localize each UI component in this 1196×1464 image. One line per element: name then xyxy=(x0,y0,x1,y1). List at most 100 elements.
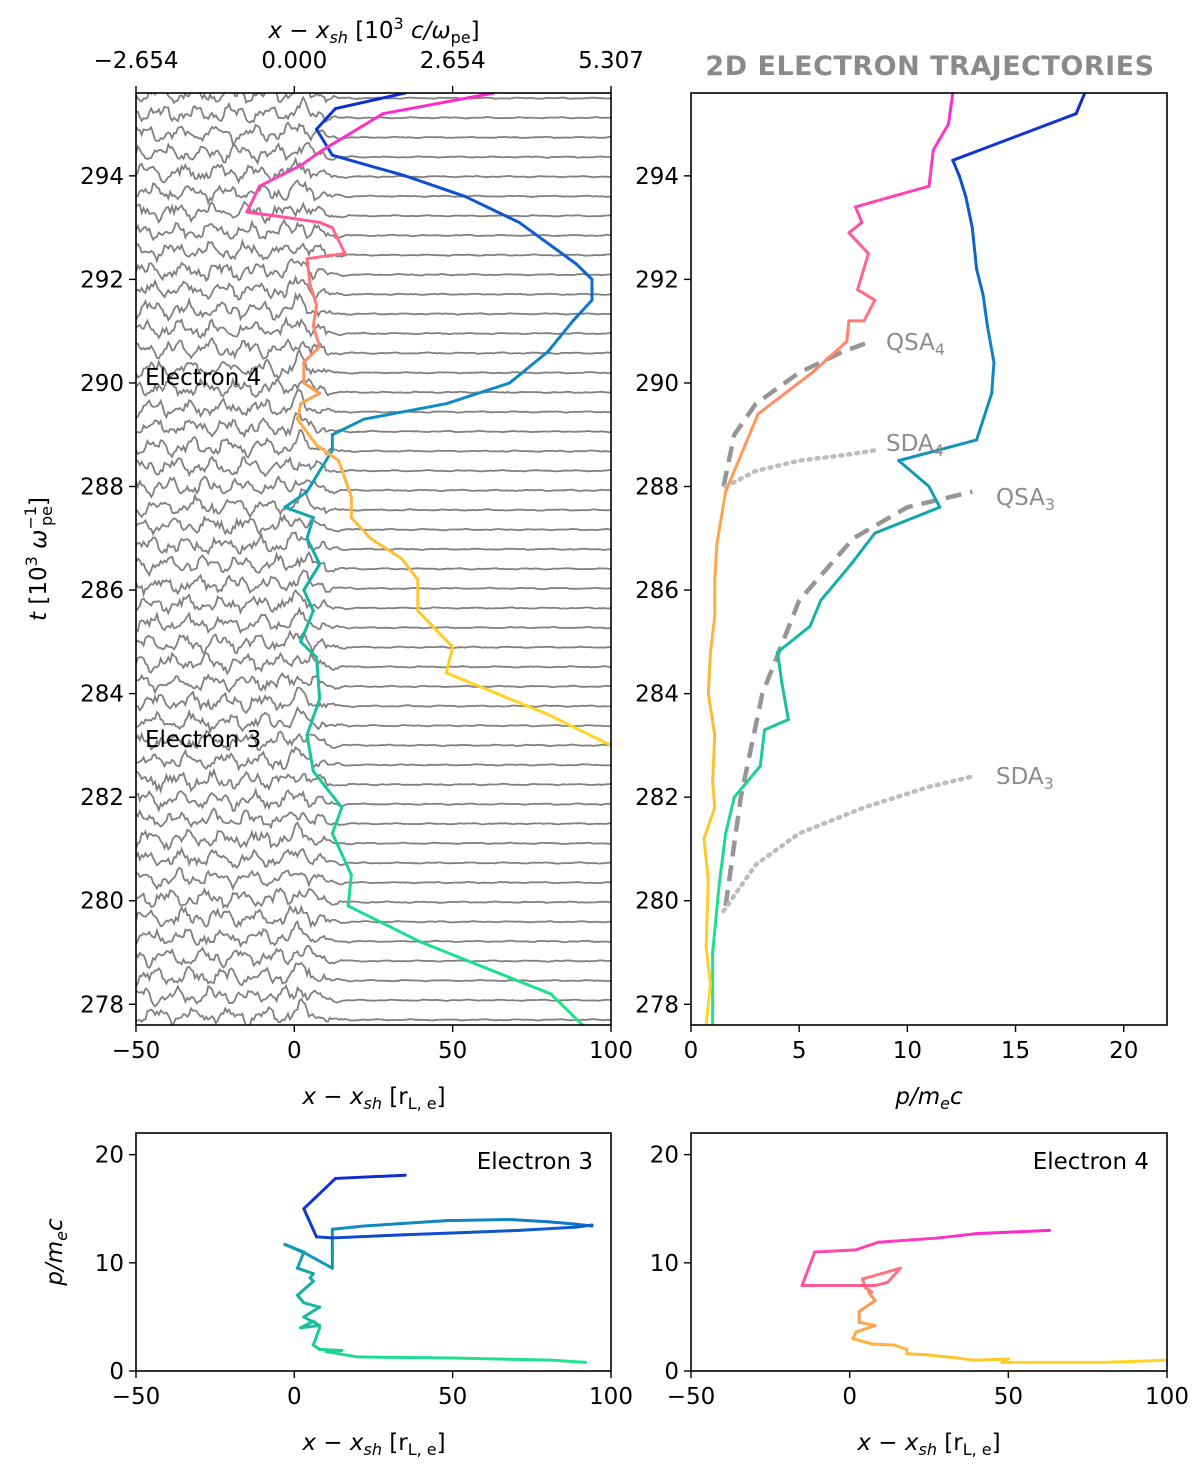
series-segment xyxy=(704,878,710,949)
series-segment xyxy=(704,982,712,1025)
series-segment xyxy=(853,205,864,224)
series-segment xyxy=(713,541,719,582)
series-segment xyxy=(416,609,455,649)
series-segment xyxy=(349,516,372,540)
x-tick-label: 5 xyxy=(792,1038,807,1064)
series-segment xyxy=(724,448,745,494)
series-segment xyxy=(258,163,303,188)
series-segment xyxy=(334,93,407,111)
field-profile xyxy=(136,429,611,459)
series-segment xyxy=(302,1315,322,1328)
x-tick-label: 0 xyxy=(684,1038,699,1064)
field-profile xyxy=(136,846,611,870)
series-segment xyxy=(708,614,717,654)
series-segment xyxy=(403,1231,467,1237)
x-tick-label: −50 xyxy=(112,1384,161,1410)
series-segment xyxy=(857,1299,877,1313)
series-segment xyxy=(302,562,322,592)
series-segment xyxy=(302,588,315,613)
y-tick-label: 0 xyxy=(109,1359,124,1385)
field-profile xyxy=(136,409,611,439)
x-tick-label: 50 xyxy=(994,1384,1023,1410)
field-profile xyxy=(136,475,611,499)
series-segment xyxy=(463,1228,521,1235)
field-profile xyxy=(136,821,611,852)
series-segment xyxy=(311,1326,322,1347)
axis-ticks: 0 5 10 15 20 278 280 282 284 286 288 290 292 294 xyxy=(635,164,1138,1064)
field-profile xyxy=(136,156,611,185)
series-segment xyxy=(741,412,760,452)
field-profile xyxy=(136,487,611,519)
x-axis-label: x − xsh [rL, e] xyxy=(301,1084,445,1113)
y-tick-label: 0 xyxy=(664,1359,679,1385)
y-tick-label: 280 xyxy=(635,889,679,915)
series-segment xyxy=(346,873,353,908)
annotation-electron-4: Electron 4 xyxy=(145,365,261,391)
y-tick-label: 20 xyxy=(95,1143,124,1169)
series-segment xyxy=(546,319,575,354)
field-profile xyxy=(136,629,611,656)
series-segment xyxy=(302,1305,322,1319)
field-profile xyxy=(136,997,611,1025)
y-tick-label: 10 xyxy=(95,1251,124,1277)
field-profile xyxy=(136,589,611,616)
series-segment xyxy=(854,1324,877,1334)
field-profile xyxy=(136,919,611,948)
x-axis-label: x − xsh [rL, e] xyxy=(301,1430,445,1459)
series-segment xyxy=(702,806,717,841)
series-segment xyxy=(780,681,790,722)
series-segment xyxy=(758,728,767,768)
field-profile xyxy=(136,336,611,360)
field-profile xyxy=(136,179,611,206)
y-tick-label: 284 xyxy=(80,682,124,708)
panel-title: Electron 4 xyxy=(1033,1149,1149,1175)
field-profile xyxy=(136,984,611,1008)
series-segment xyxy=(931,122,950,152)
series-segment xyxy=(330,806,344,835)
field-profile xyxy=(136,389,611,420)
y-tick-label: 292 xyxy=(80,267,124,293)
series-segment xyxy=(296,1266,315,1276)
x-tick-label: 20 xyxy=(1109,1038,1138,1064)
series-segment xyxy=(311,324,322,349)
series-segment xyxy=(971,1357,1010,1362)
series-segment xyxy=(951,158,961,178)
series-segment xyxy=(856,252,870,292)
series-segment xyxy=(296,402,303,421)
series-segment xyxy=(305,448,334,494)
series-segment xyxy=(305,516,315,540)
model-curve xyxy=(721,339,872,487)
series-segment xyxy=(951,112,1078,162)
series-segment xyxy=(368,536,404,561)
x-tick-label: 0 xyxy=(287,1038,302,1064)
field-profile xyxy=(136,866,611,891)
series-segment xyxy=(571,298,594,323)
field-profile xyxy=(136,745,611,772)
phase-series xyxy=(283,1173,594,1364)
field-profile xyxy=(136,274,611,301)
series-segment xyxy=(283,215,322,224)
x-tick-label: 100 xyxy=(589,1038,633,1064)
y-tick-label: 282 xyxy=(80,785,124,811)
x-tick-label: 10 xyxy=(893,1038,922,1064)
series-segment xyxy=(302,1176,337,1211)
y-axis-label: p/mec xyxy=(42,1218,71,1287)
field-profile xyxy=(136,787,611,813)
series-segment xyxy=(245,210,287,219)
field-profile xyxy=(136,347,611,381)
series-segment xyxy=(704,945,712,986)
y-tick-label: 20 xyxy=(650,1143,679,1169)
series-segment xyxy=(1074,93,1087,116)
series-segment xyxy=(334,1173,407,1180)
series-segment xyxy=(444,1218,512,1223)
series-segment xyxy=(305,257,312,287)
annotation-electron-3: Electron 3 xyxy=(145,727,261,753)
series-segment xyxy=(975,1228,1052,1236)
field-profile xyxy=(136,672,611,695)
series-segment xyxy=(927,148,935,188)
trajectory-panel: −50 0 50 100 278 280 282 284 286 288 290 292 294 −2.6… xyxy=(21,14,644,1113)
field-profile xyxy=(136,218,611,242)
annotation-qsa4: QSA4 xyxy=(886,330,945,359)
